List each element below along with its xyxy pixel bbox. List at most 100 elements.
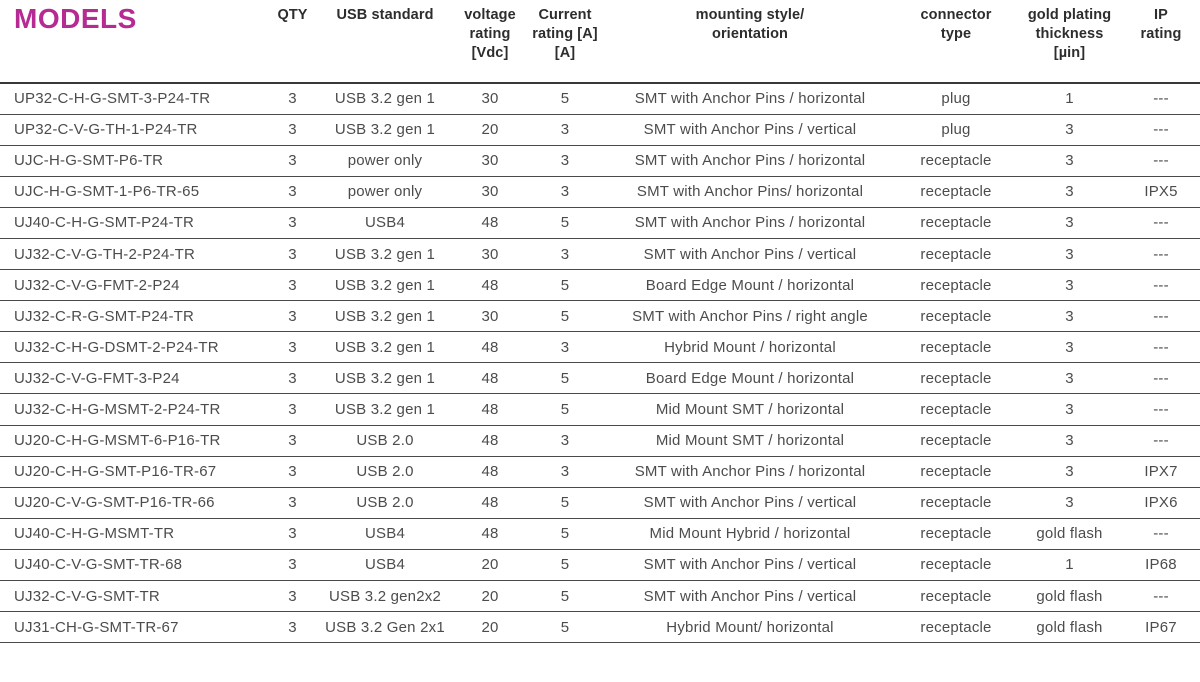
- cell-usb_standard: USB 2.0: [315, 487, 455, 519]
- cell-qty: 3: [270, 487, 315, 519]
- cell-ip_rating: ---: [1122, 238, 1200, 271]
- cell-mounting_style: SMT with Anchor Pins / vertical: [605, 549, 895, 582]
- table-row: UJ20-C-H-G-SMT-P16-TR-67 3 USB 2.0 48 3 SMT w…: [0, 456, 1200, 488]
- cell-ip_rating: ---: [1122, 207, 1200, 239]
- cell-ip_rating: ---: [1122, 300, 1200, 333]
- table-row: UP32-C-H-G-SMT-3-P24-TR 3 USB 3.2 gen 1 30 5…: [0, 83, 1200, 115]
- cell-usb_standard: USB 3.2 gen 1: [315, 393, 455, 426]
- cell-ip_rating: ---: [1122, 331, 1200, 364]
- cell-gold_plating: 1: [1017, 549, 1122, 582]
- table-row: UJC-H-G-SMT-1-P6-TR-65 3 power only 30 3 SMT …: [0, 176, 1200, 208]
- cell-usb_standard: power only: [315, 145, 455, 177]
- cell-current_rating: 5: [525, 518, 605, 550]
- cell-current_rating: 5: [525, 83, 605, 115]
- cell-gold_plating: gold flash: [1017, 518, 1122, 550]
- table-row: UJ40-C-V-G-SMT-TR-68 3 USB4 20 5 SMT with Anc…: [0, 549, 1200, 582]
- cell-gold_plating: 3: [1017, 114, 1122, 146]
- cell-connector_type: receptacle: [895, 331, 1017, 364]
- cell-model: UJ32-C-V-G-FMT-3-P24: [0, 362, 270, 395]
- cell-gold_plating: gold flash: [1017, 611, 1122, 644]
- cell-qty: 3: [270, 425, 315, 457]
- cell-ip_rating: IPX7: [1122, 456, 1200, 488]
- cell-qty: 3: [270, 114, 315, 146]
- cell-qty: 3: [270, 362, 315, 395]
- cell-mounting_style: SMT with Anchor Pins / horizontal: [605, 83, 895, 115]
- cell-voltage_rating: 48: [455, 207, 525, 239]
- cell-ip_rating: ---: [1122, 83, 1200, 115]
- cell-connector_type: receptacle: [895, 549, 1017, 582]
- cell-connector_type: receptacle: [895, 300, 1017, 333]
- cell-current_rating: 3: [525, 176, 605, 208]
- cell-voltage_rating: 30: [455, 300, 525, 333]
- cell-ip_rating: IP68: [1122, 549, 1200, 582]
- cell-ip_rating: IPX6: [1122, 487, 1200, 519]
- cell-usb_standard: USB 3.2 gen2x2: [315, 580, 455, 613]
- cell-voltage_rating: 48: [455, 456, 525, 488]
- cell-connector_type: receptacle: [895, 487, 1017, 519]
- cell-connector_type: receptacle: [895, 269, 1017, 302]
- cell-current_rating: 5: [525, 207, 605, 239]
- cell-model: UJ32-C-H-G-DSMT-2-P24-TR: [0, 331, 270, 364]
- column-header-mounting_style: mounting style/orientation: [605, 0, 895, 84]
- cell-ip_rating: ---: [1122, 393, 1200, 426]
- cell-ip_rating: ---: [1122, 425, 1200, 457]
- cell-voltage_rating: 48: [455, 393, 525, 426]
- cell-connector_type: plug: [895, 114, 1017, 146]
- cell-gold_plating: 1: [1017, 83, 1122, 115]
- cell-gold_plating: gold flash: [1017, 580, 1122, 613]
- cell-voltage_rating: 48: [455, 331, 525, 364]
- cell-voltage_rating: 30: [455, 176, 525, 208]
- cell-current_rating: 5: [525, 393, 605, 426]
- cell-mounting_style: Board Edge Mount / horizontal: [605, 269, 895, 302]
- cell-qty: 3: [270, 176, 315, 208]
- cell-model: UJ32-C-R-G-SMT-P24-TR: [0, 300, 270, 333]
- cell-mounting_style: SMT with Anchor Pins/ horizontal: [605, 176, 895, 208]
- table-row: UJ32-C-H-G-DSMT-2-P24-TR 3 USB 3.2 gen 1 48…: [0, 331, 1200, 364]
- cell-qty: 3: [270, 580, 315, 613]
- cell-gold_plating: 3: [1017, 269, 1122, 302]
- cell-voltage_rating: 20: [455, 549, 525, 582]
- cell-usb_standard: USB 3.2 Gen 2x1: [315, 611, 455, 644]
- cell-gold_plating: 3: [1017, 425, 1122, 457]
- cell-model: UJ20-C-H-G-MSMT-6-P16-TR: [0, 425, 270, 457]
- cell-gold_plating: 3: [1017, 176, 1122, 208]
- cell-usb_standard: USB 3.2 gen 1: [315, 83, 455, 115]
- cell-connector_type: receptacle: [895, 238, 1017, 271]
- cell-usb_standard: USB4: [315, 549, 455, 582]
- cell-model: UJ32-C-V-G-FMT-2-P24: [0, 269, 270, 302]
- table-row: UJ20-C-H-G-MSMT-6-P16-TR 3 USB 2.0 48 3 Mid M…: [0, 425, 1200, 457]
- cell-usb_standard: USB 3.2 gen 1: [315, 362, 455, 395]
- cell-ip_rating: ---: [1122, 518, 1200, 550]
- cell-connector_type: receptacle: [895, 176, 1017, 208]
- cell-connector_type: receptacle: [895, 611, 1017, 644]
- cell-mounting_style: SMT with Anchor Pins / vertical: [605, 238, 895, 271]
- cell-current_rating: 3: [525, 456, 605, 488]
- cell-current_rating: 5: [525, 362, 605, 395]
- cell-current_rating: 3: [525, 114, 605, 146]
- cell-ip_rating: IP67: [1122, 611, 1200, 644]
- column-header-gold_plating: gold plating thickness [µin]: [1017, 0, 1122, 84]
- cell-gold_plating: 3: [1017, 207, 1122, 239]
- table-row: UJ32-C-V-G-SMT-TR 3 USB 3.2 gen2x2 20 5 SMT w…: [0, 580, 1200, 613]
- cell-voltage_rating: 48: [455, 518, 525, 550]
- cell-connector_type: receptacle: [895, 580, 1017, 613]
- cell-model: UJ32-C-V-G-TH-2-P24-TR: [0, 238, 270, 271]
- table-row: UJ32-C-V-G-FMT-2-P24 3 USB 3.2 gen 1 48 5 Boa…: [0, 269, 1200, 302]
- cell-gold_plating: 3: [1017, 393, 1122, 426]
- column-header-usb_standard: USB standard: [315, 0, 455, 84]
- cell-usb_standard: USB 3.2 gen 1: [315, 300, 455, 333]
- cell-model: UJ32-C-H-G-MSMT-2-P24-TR: [0, 393, 270, 426]
- column-header-current_rating: Current rating [A] [A]: [525, 0, 605, 84]
- cell-connector_type: receptacle: [895, 425, 1017, 457]
- cell-qty: 3: [270, 331, 315, 364]
- cell-ip_rating: ---: [1122, 580, 1200, 613]
- cell-model: UJ40-C-V-G-SMT-TR-68: [0, 549, 270, 582]
- cell-gold_plating: 3: [1017, 456, 1122, 488]
- cell-current_rating: 5: [525, 580, 605, 613]
- cell-gold_plating: 3: [1017, 362, 1122, 395]
- cell-qty: 3: [270, 456, 315, 488]
- table-row: UJ40-C-H-G-MSMT-TR 3 USB4 48 5 Mid Mount Hybr…: [0, 518, 1200, 550]
- cell-model: UJ31-CH-G-SMT-TR-67: [0, 611, 270, 644]
- cell-gold_plating: 3: [1017, 331, 1122, 364]
